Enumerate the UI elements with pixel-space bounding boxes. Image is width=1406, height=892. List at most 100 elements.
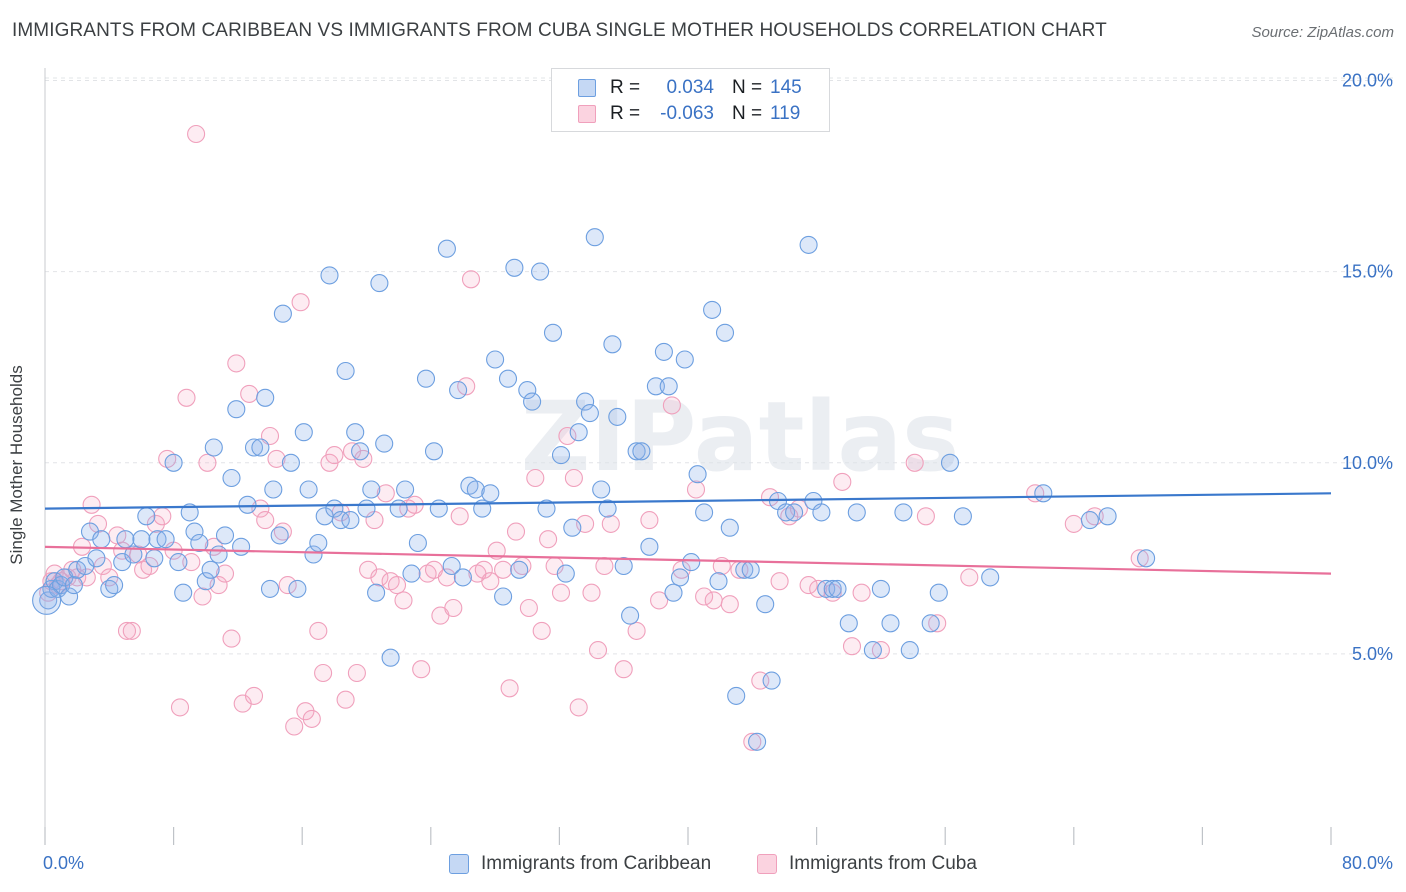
- legend-row-caribbean: R = 0.034 N = 145: [552, 74, 829, 102]
- cuba-points: [39, 124, 1149, 751]
- cuba-point: [506, 522, 526, 541]
- cuba-point: [244, 686, 264, 705]
- cuba-point: [437, 568, 456, 587]
- caribbean-point: [396, 480, 415, 499]
- legend-r-value: 0.034: [666, 77, 714, 98]
- cuba-point: [285, 717, 304, 736]
- caribbean-point: [828, 579, 847, 598]
- caribbean-point: [299, 480, 318, 499]
- caribbean-point: [569, 423, 588, 442]
- caribbean-point: [196, 572, 215, 591]
- cuba-point: [551, 583, 571, 602]
- caribbean-point: [646, 377, 665, 396]
- caribbean-point: [799, 235, 818, 254]
- caribbean-point: [416, 369, 436, 388]
- cuba-point: [198, 453, 217, 472]
- caribbean-point: [244, 438, 264, 457]
- cuba-point: [376, 484, 395, 503]
- y-tick-label: 5.0%: [1352, 644, 1393, 664]
- cuba-point: [627, 621, 646, 640]
- cuba-point: [662, 396, 681, 415]
- cuba-point: [833, 472, 852, 491]
- cuba-point: [347, 663, 366, 683]
- caribbean-point: [264, 480, 283, 499]
- caribbean-point: [169, 553, 188, 572]
- legend-n-label: N =: [732, 77, 763, 98]
- caribbean-point: [762, 671, 781, 690]
- caribbean-point: [320, 266, 339, 285]
- cuba-point: [267, 449, 286, 468]
- caribbean-point: [294, 423, 313, 442]
- y-tick-labels: 5.0% 10.0% 15.0% 20.0%: [1342, 71, 1393, 664]
- caribbean-point: [185, 522, 204, 541]
- caribbean-point: [940, 453, 960, 472]
- caribbean-point: [367, 583, 386, 602]
- cuba-point: [916, 507, 935, 526]
- caribbean-point: [180, 503, 199, 522]
- caribbean-point: [381, 648, 400, 667]
- caribbean-point: [627, 442, 646, 461]
- cuba-point: [500, 679, 519, 698]
- cuba-point: [960, 568, 979, 587]
- legend-n-value: 145: [770, 77, 802, 98]
- caribbean-point: [222, 468, 241, 488]
- caribbean-point: [132, 530, 151, 549]
- cuba-point: [474, 560, 493, 579]
- cuba-point: [444, 598, 463, 618]
- caribbean-point: [715, 323, 735, 342]
- caribbean-point: [389, 499, 408, 518]
- caribbean-point: [580, 404, 599, 423]
- cuba-point: [461, 270, 481, 289]
- cuba-point: [595, 556, 614, 576]
- caribbean-point: [174, 583, 193, 602]
- caribbean-point: [281, 453, 300, 472]
- caribbean-point: [823, 579, 842, 598]
- cuba-point: [187, 124, 206, 144]
- caribbean-point: [505, 258, 524, 277]
- caribbean-point: [87, 549, 106, 568]
- caribbean-point: [537, 499, 556, 518]
- caribbean-point: [640, 537, 659, 556]
- cuba-point: [487, 541, 506, 560]
- caribbean-point: [408, 533, 427, 553]
- caribbean-point: [498, 369, 518, 388]
- caribbean-point: [402, 564, 421, 583]
- caribbean-trend-line: [44, 492, 1332, 510]
- cuba-point: [177, 388, 196, 407]
- caribbean-point: [238, 495, 257, 514]
- cuba-point: [564, 468, 583, 488]
- legend-r-label: R =: [610, 103, 641, 124]
- caribbean-point: [748, 732, 767, 751]
- cuba-point: [370, 568, 389, 587]
- cuba-point: [601, 514, 620, 533]
- caribbean-point: [336, 361, 355, 381]
- cuba-point: [302, 709, 321, 728]
- cuba-point: [526, 468, 545, 488]
- legend-n-value: 119: [770, 103, 801, 124]
- caribbean-point: [449, 381, 468, 400]
- cuba-point: [222, 629, 241, 648]
- y-tick-label: 15.0%: [1342, 262, 1393, 282]
- caribbean-point: [608, 407, 627, 426]
- cuba-point: [640, 511, 659, 530]
- caribbean-point: [424, 442, 444, 461]
- caribbean-point: [92, 530, 111, 549]
- caribbean-point: [543, 323, 563, 342]
- caribbean-point: [510, 560, 529, 579]
- caribbean-point: [518, 381, 537, 400]
- caribbean-point: [1034, 484, 1053, 503]
- caribbean-point: [839, 614, 858, 633]
- cuba-point: [743, 732, 762, 751]
- caribbean-point: [331, 511, 350, 530]
- caribbean-point: [442, 556, 461, 576]
- cuba-point: [905, 453, 924, 472]
- cuba-point: [1064, 514, 1083, 533]
- caribbean-point: [664, 583, 683, 602]
- caribbean-point: [981, 568, 1000, 587]
- caribbean-point: [156, 530, 175, 549]
- caribbean-point: [812, 503, 831, 522]
- cuba-point: [325, 446, 344, 465]
- caribbean-point: [351, 442, 370, 461]
- caribbean-point: [209, 545, 228, 564]
- caribbean-point: [270, 526, 289, 545]
